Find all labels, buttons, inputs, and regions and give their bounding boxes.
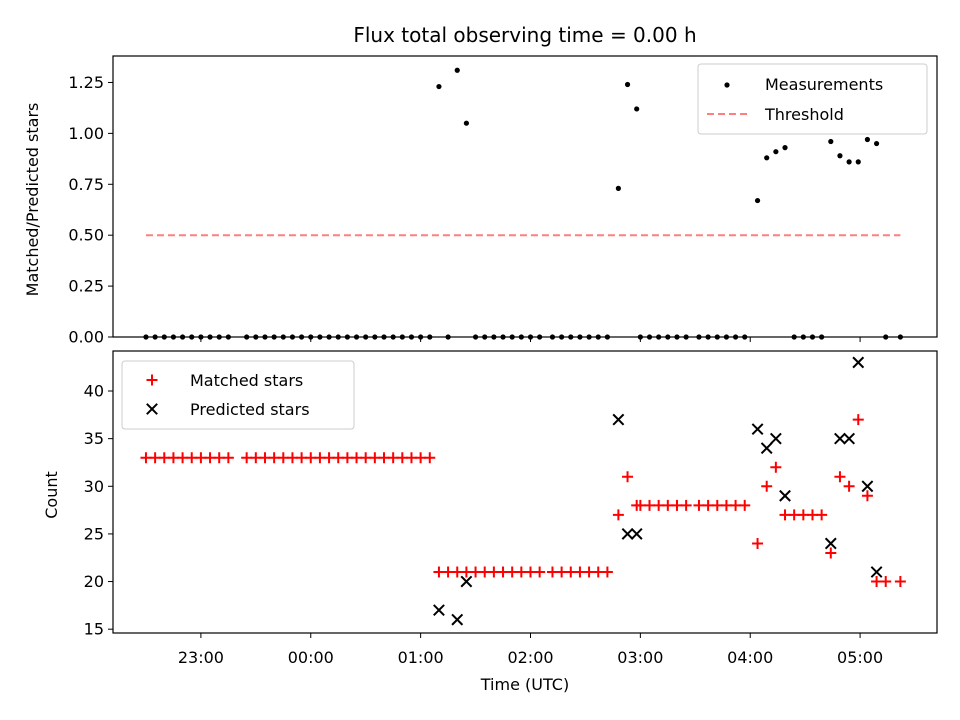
predicted-star-point (621, 528, 634, 540)
x-tick-label: 04:00 (727, 648, 773, 667)
y-tick-label: 40 (84, 382, 104, 401)
matched-star-point (601, 566, 613, 578)
y-tick-label: 1.00 (68, 124, 104, 143)
legend-label-threshold: Threshold (764, 105, 844, 124)
top-axes-frame (112, 55, 938, 338)
matched-star-point (825, 547, 837, 559)
matched-star-point (222, 452, 234, 464)
bottom-panel: 15 20 25 30 35 40 23:00 00:00 01:00 02:00 03:00 04… (42, 350, 938, 694)
matched-star-point (752, 537, 764, 549)
matched-star-point (424, 452, 436, 464)
measurement-point (782, 145, 788, 151)
predicted-star-point (834, 432, 846, 445)
measurement-point (846, 159, 852, 165)
bottom-plot-area (140, 356, 906, 626)
legend-marker-predicted (146, 403, 158, 415)
matched-star-point (816, 509, 828, 521)
matched-star-point (534, 566, 546, 578)
predicted-star-point (852, 356, 865, 369)
y-tick-label: 1.25 (68, 73, 104, 92)
y-tick-label: 30 (84, 477, 104, 496)
legend-label-matched: Matched stars (190, 371, 303, 390)
x-tick-label: 03:00 (617, 648, 663, 667)
matched-star-point (612, 509, 624, 521)
bottom-x-ticks: 23:00 00:00 01:00 02:00 03:00 04:00 05:00 (178, 633, 883, 667)
y-tick-label: 0.50 (68, 226, 104, 245)
y-tick-label: 25 (84, 524, 104, 543)
top-x-ticks (200, 337, 861, 342)
measurement-point (615, 185, 621, 191)
y-tick-label: 15 (84, 620, 104, 639)
y-tick-label: 35 (84, 429, 104, 448)
measurement-point (773, 149, 779, 155)
measurement-point (624, 81, 631, 88)
x-tick-label: 23:00 (178, 648, 224, 667)
x-tick-label: 05:00 (837, 648, 883, 667)
legend-label-measurements: Measurements (765, 75, 883, 94)
measurement-point (828, 138, 834, 145)
measurement-point (463, 120, 470, 126)
legend-marker-measurements (724, 82, 730, 88)
measurement-point (454, 67, 460, 73)
measurement-point (873, 140, 880, 147)
matched-star-point (894, 576, 906, 588)
measurement-point (436, 83, 442, 90)
legend-marker-matched (146, 374, 158, 386)
matched-star-point (852, 414, 864, 426)
bottom-legend: Matched stars Predicted stars (121, 360, 355, 430)
bottom-y-axis-label: Count (42, 471, 61, 519)
predicted-star-point (630, 528, 643, 540)
predicted-star-point (612, 413, 625, 426)
y-tick-label: 0.00 (68, 328, 104, 347)
matched-star-point (843, 480, 855, 492)
matched-star-point (861, 490, 873, 502)
matched-star-point (880, 576, 892, 588)
y-tick-label: 0.25 (68, 277, 104, 296)
matched-star-point (622, 471, 634, 483)
x-tick-label: 01:00 (398, 648, 444, 667)
top-y-ticks: 0.00 0.25 0.50 0.75 1.00 1.25 (68, 73, 113, 347)
matched-star-point (770, 461, 782, 473)
predicted-star-point (460, 575, 473, 588)
matched-star-point (834, 471, 846, 483)
predicted-star-point (824, 537, 837, 550)
matched-star-point (761, 480, 773, 492)
x-tick-label: 02:00 (507, 648, 553, 667)
predicted-star-point (843, 432, 856, 445)
top-panel: Flux total observing time = 0.00 h 0.000… (23, 23, 938, 347)
measurement-point (837, 153, 843, 159)
predicted-star-point (779, 489, 791, 502)
chart-title: Flux total observing time = 0.00 h (353, 23, 696, 47)
x-axis-label: Time (UTC) (480, 675, 569, 694)
measurement-point (855, 159, 861, 165)
y-tick-label: 20 (84, 572, 104, 591)
matched-star-point (739, 499, 751, 511)
predicted-star-point (861, 480, 874, 493)
measurement-point (634, 106, 640, 112)
x-tick-label: 00:00 (288, 648, 334, 667)
measurement-point (754, 197, 761, 204)
predicted-star-point (751, 423, 764, 436)
bottom-y-ticks: 15 20 25 30 35 40 (84, 382, 113, 639)
legend-frame (121, 360, 355, 430)
predicted-star-point (451, 613, 464, 626)
measurement-point (764, 155, 770, 161)
legend-label-predicted: Predicted stars (190, 400, 310, 419)
measurement-point (864, 136, 871, 143)
predicted-star-point (760, 442, 773, 455)
top-legend: Measurements Threshold (697, 63, 928, 135)
y-tick-label: 0.75 (68, 175, 104, 194)
predicted-star-point (870, 566, 883, 578)
matched-star-point (680, 499, 692, 511)
bottom-axes-frame (112, 350, 938, 634)
predicted-star-point (433, 604, 445, 617)
predicted-star-point (769, 432, 782, 445)
legend-frame (697, 63, 928, 135)
top-y-axis-label: Matched/Predicted stars (23, 103, 42, 297)
